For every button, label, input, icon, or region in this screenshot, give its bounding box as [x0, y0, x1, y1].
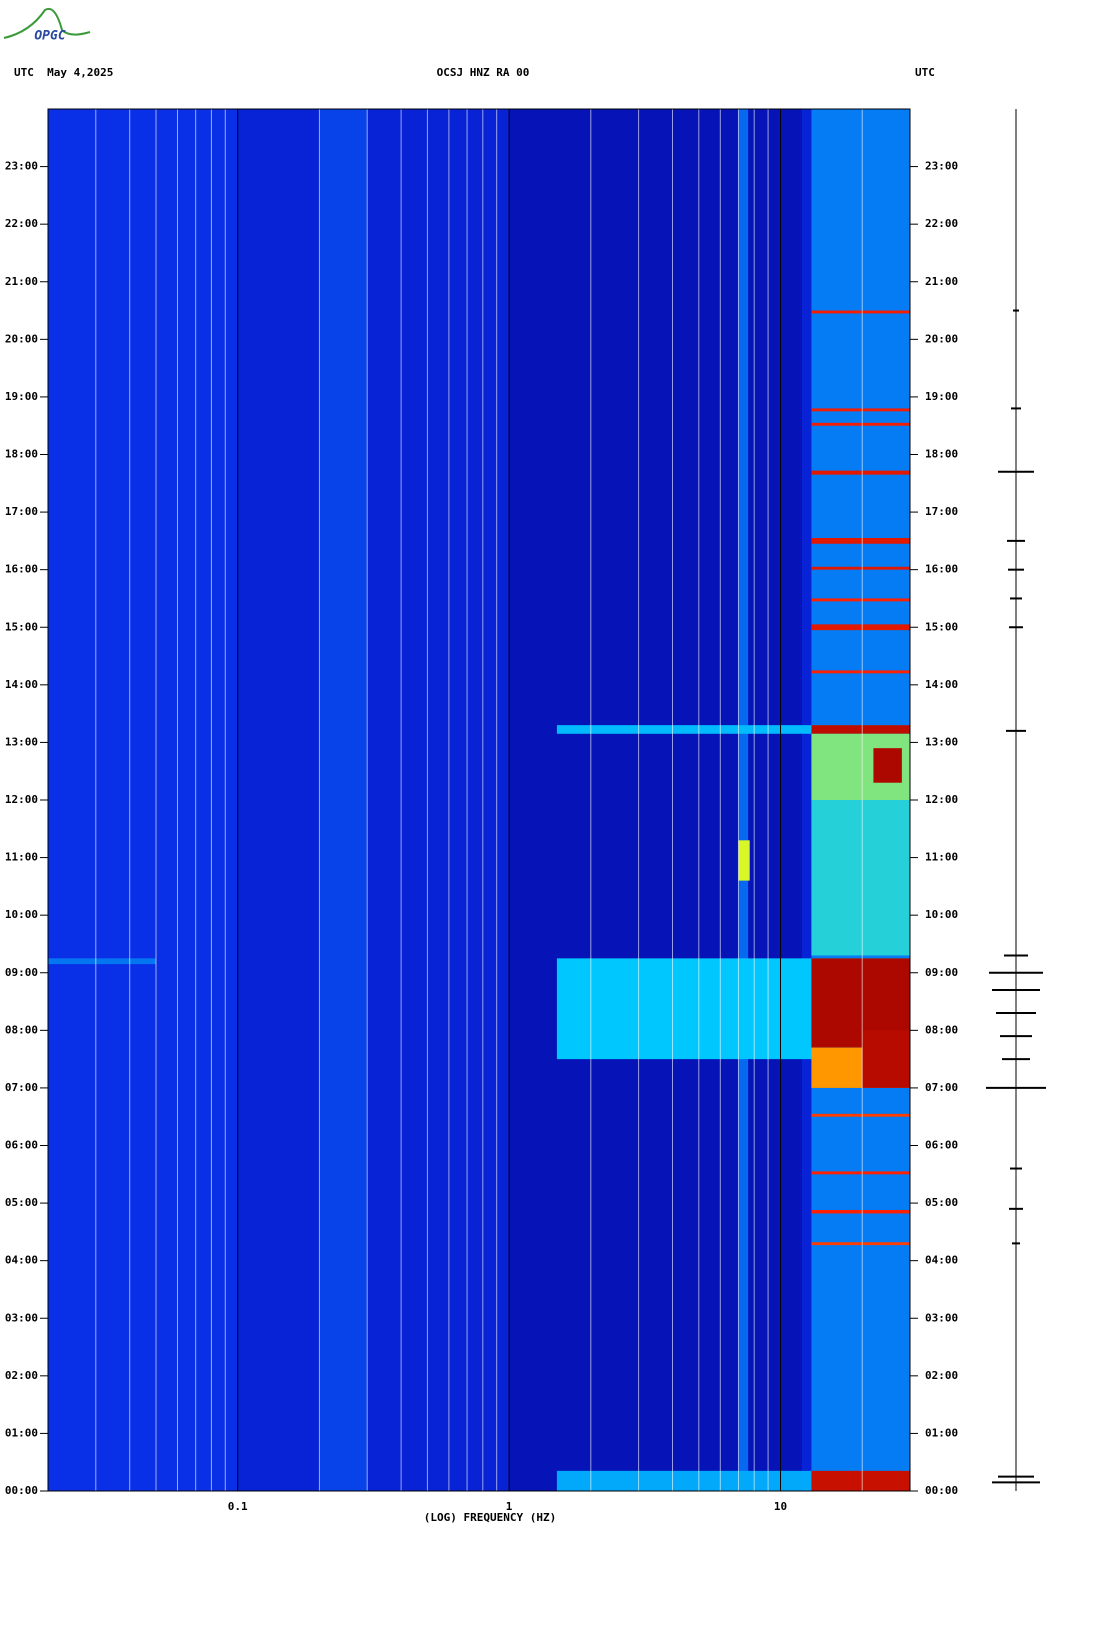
y-tick-label: 21:00 [5, 275, 38, 288]
spectral-band [811, 1171, 910, 1175]
y-tick-label: 00:00 [925, 1484, 958, 1497]
logo-swoosh [3, 8, 91, 39]
y-tick-label: 10:00 [5, 908, 38, 921]
y-tick-label: 22:00 [925, 217, 958, 230]
y-tick-label: 03:00 [925, 1311, 958, 1324]
x-tick-label: 1 [506, 1500, 513, 1513]
x-axis-label: (LOG) FREQUENCY (HZ) [424, 1511, 556, 1524]
y-tick-label: 13:00 [925, 735, 958, 748]
spectral-band [811, 408, 910, 412]
y-tick-label: 15:00 [925, 620, 958, 633]
spectral-band [811, 1242, 910, 1246]
spectral-band [48, 109, 238, 1491]
y-tick-label: 21:00 [925, 275, 958, 288]
y-tick-label: 17:00 [925, 505, 958, 518]
y-tick-label: 10:00 [925, 908, 958, 921]
spectral-band [738, 840, 750, 881]
logo: OPGC [34, 29, 65, 44]
spectral-band [811, 1113, 910, 1117]
spectral-band [48, 958, 157, 965]
y-tick-label: 07:00 [5, 1081, 38, 1094]
y-tick-label: 08:00 [5, 1023, 38, 1036]
y-tick-label: 05:00 [925, 1196, 958, 1209]
spectral-band [811, 422, 910, 426]
y-tick-label: 07:00 [925, 1081, 958, 1094]
spectral-band [873, 748, 902, 783]
y-tick-label: 12:00 [5, 793, 38, 806]
spectral-band [811, 1209, 910, 1214]
y-tick-label: 16:00 [925, 563, 958, 576]
y-tick-label: 02:00 [925, 1369, 958, 1382]
y-tick-label: 04:00 [5, 1254, 38, 1267]
y-tick-label: 01:00 [925, 1426, 958, 1439]
y-tick-label: 15:00 [5, 620, 38, 633]
y-tick-label: 06:00 [5, 1139, 38, 1152]
y-tick-label: 06:00 [925, 1139, 958, 1152]
y-tick-label: 19:00 [5, 390, 38, 403]
spectral-band [738, 109, 749, 1491]
y-tick-label: 05:00 [5, 1196, 38, 1209]
y-tick-label: 13:00 [5, 735, 38, 748]
spectral-band [811, 670, 910, 674]
y-tick-label: 14:00 [925, 678, 958, 691]
y-tick-label: 14:00 [5, 678, 38, 691]
y-tick-label: 22:00 [5, 217, 38, 230]
y-tick-label: 03:00 [5, 1311, 38, 1324]
y-tick-label: 02:00 [5, 1369, 38, 1382]
spectral-band [811, 598, 910, 602]
y-tick-label: 17:00 [5, 505, 38, 518]
y-tick-label: 16:00 [5, 563, 38, 576]
y-tick-label: 09:00 [925, 966, 958, 979]
spectral-band [862, 1030, 910, 1088]
spectral-band [509, 109, 802, 1491]
right-header: UTC [915, 66, 935, 79]
y-tick-label: 12:00 [925, 793, 958, 806]
spectral-band [811, 624, 910, 631]
spectral-band [319, 109, 368, 1491]
x-tick-label: 0.1 [228, 1500, 248, 1513]
y-tick-label: 08:00 [925, 1023, 958, 1036]
y-tick-label: 20:00 [5, 332, 38, 345]
y-tick-label: 11:00 [5, 851, 38, 864]
y-tick-label: 18:00 [5, 448, 38, 461]
y-tick-label: 23:00 [5, 160, 38, 173]
y-tick-label: 11:00 [925, 851, 958, 864]
y-tick-label: 09:00 [5, 966, 38, 979]
spectral-band [811, 310, 910, 314]
spectral-band [811, 566, 910, 570]
spectral-band [811, 1470, 910, 1491]
left-header: UTC May 4,2025 [14, 66, 113, 79]
y-tick-label: 19:00 [925, 390, 958, 403]
y-tick-label: 00:00 [5, 1484, 38, 1497]
y-tick-label: 04:00 [925, 1254, 958, 1267]
y-tick-label: 01:00 [5, 1426, 38, 1439]
chart-title: OCSJ HNZ RA 00 [437, 66, 530, 79]
spectral-band [811, 470, 910, 475]
y-tick-label: 20:00 [925, 332, 958, 345]
spectral-band [556, 725, 910, 734]
y-tick-label: 18:00 [925, 448, 958, 461]
spectral-band [811, 800, 910, 956]
y-tick-label: 23:00 [925, 160, 958, 173]
spectral-band [811, 725, 910, 734]
x-tick-label: 10 [774, 1500, 787, 1513]
spectral-band [811, 537, 910, 544]
